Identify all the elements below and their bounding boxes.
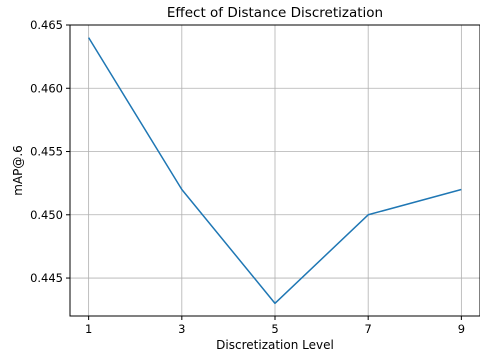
y-tick-label: 0.445	[30, 271, 63, 285]
x-tick-label: 1	[85, 322, 92, 336]
x-axis-label: Discretization Level	[216, 338, 334, 351]
x-axis-ticks: 1 3 5 7 9	[85, 316, 465, 336]
x-tick-label: 7	[365, 322, 372, 336]
y-tick-label: 0.460	[30, 81, 63, 95]
y-tick-label: 0.455	[30, 145, 63, 159]
y-axis-label: mAP@.6	[11, 145, 25, 196]
y-tick-label: 0.450	[30, 208, 63, 222]
x-tick-label: 5	[271, 322, 278, 336]
x-tick-label: 3	[178, 322, 185, 336]
y-axis-ticks: 0.445 0.450 0.455 0.460 0.465	[30, 18, 70, 285]
chart-title: Effect of Distance Discretization	[167, 5, 383, 21]
series-group	[87, 37, 462, 305]
x-tick-label: 9	[458, 322, 465, 336]
y-tick-label: 0.465	[30, 18, 63, 32]
grid	[70, 24, 480, 316]
